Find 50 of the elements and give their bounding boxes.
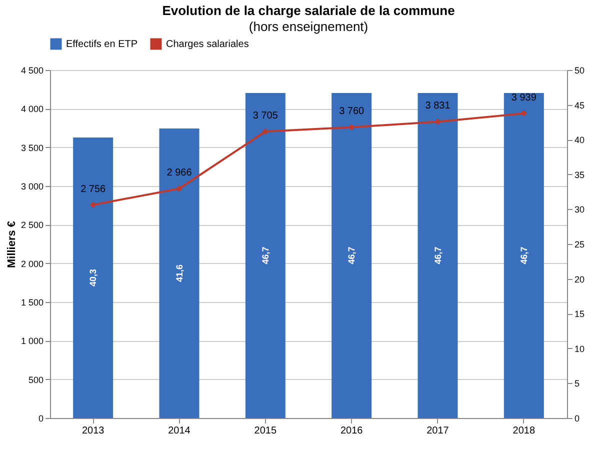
data-label: 3 831 [425,100,451,112]
data-label: 2 966 [166,168,192,179]
legend-label: Charges salariales [166,39,249,50]
y-tick-label: 4 500 [20,66,44,76]
y2-tick-label: 15 [574,309,585,320]
data-label: 46,7 [432,246,443,264]
y2-tick-label: 25 [574,240,585,250]
x-tick-label: 2014 [168,426,191,436]
y-tick-label: 500 [28,374,44,385]
data-label: 3 939 [511,92,537,104]
y-tick-label: 4 000 [20,104,44,114]
y-tick-label: 1 500 [20,298,44,308]
x-tick-label: 2016 [340,426,364,436]
y-tick-label: 2 000 [20,258,44,269]
y-axis-title: Milliers € [6,220,18,268]
y2-tick-label: 35 [574,170,585,180]
chart-title: Evolution de la charge salariale de la commune [162,3,455,18]
data-label: 46,7 [518,246,529,264]
y-tick-label: 0 [38,414,44,424]
y-tick-label: 3 000 [20,182,44,192]
data-label: 2 756 [80,184,106,195]
y2-tick-label: 20 [574,274,585,284]
data-label: 40,3 [88,268,98,287]
y-tick-label: 3 500 [20,142,44,153]
y-tick-label: 1 000 [20,336,44,346]
point [434,118,441,125]
y2-tick-label: 0 [574,414,580,424]
point [348,124,355,130]
legend-label: Effectifs en ETP [66,39,138,50]
y2-tick-label: 50 [574,66,585,76]
data-label: 3 705 [252,110,278,122]
y2-tick-label: 30 [574,204,585,215]
y-tick-label: 2 500 [20,220,44,230]
point [262,128,269,135]
y2-tick-label: 40 [574,135,585,146]
data-label: 41,6 [174,264,184,282]
point [90,202,96,208]
data-label: 46,7 [260,246,270,264]
y2-tick-label: 5 [574,378,580,389]
x-tick-label: 2017 [426,426,450,436]
point [520,110,528,117]
point [176,185,182,192]
data-label: 46,7 [346,246,357,264]
data-label: 3 760 [339,106,365,118]
x-tick-label: 2018 [512,426,536,436]
chart-subtitle: (hors enseignement) [248,19,368,34]
x-tick-label: 2013 [82,426,105,436]
y2-tick-label: 45 [574,100,585,110]
x-tick-label: 2015 [254,426,277,436]
y2-tick-label: 10 [574,344,585,354]
